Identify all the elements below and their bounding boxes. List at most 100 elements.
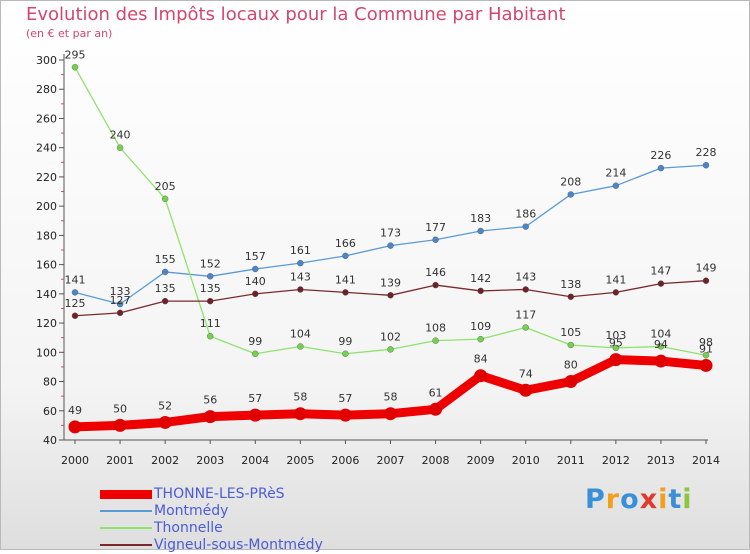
data-label: 57	[248, 392, 262, 405]
data-point	[657, 164, 665, 172]
data-label: 157	[245, 250, 266, 263]
data-label: 109	[470, 320, 491, 333]
logo-letter: o	[620, 484, 640, 515]
data-label: 149	[696, 262, 717, 275]
data-point	[297, 343, 304, 350]
data-point	[113, 418, 127, 432]
data-label: 173	[380, 227, 401, 240]
data-point	[297, 259, 304, 267]
data-label: 58	[293, 391, 307, 404]
y-tick-label: 140	[36, 288, 57, 301]
data-label: 135	[155, 282, 176, 295]
data-label: 147	[650, 265, 671, 278]
data-point	[567, 191, 574, 198]
data-point	[161, 195, 169, 203]
data-point	[657, 280, 665, 287]
data-label: 161	[290, 244, 311, 257]
y-tick-label: 100	[36, 346, 57, 359]
x-tick-label: 2008	[422, 454, 450, 467]
data-label: 91	[699, 342, 713, 355]
data-point	[116, 144, 124, 151]
series-lines	[68, 64, 713, 434]
data-point	[248, 408, 262, 422]
data-label: 104	[650, 327, 671, 340]
data-point	[567, 293, 574, 300]
data-label: 138	[560, 278, 581, 291]
data-point	[68, 420, 82, 434]
x-tick-label: 2011	[557, 454, 585, 467]
legend-label: Vigneul-sous-Montmédy	[154, 537, 323, 553]
data-point	[116, 309, 124, 317]
data-point	[432, 236, 439, 243]
data-label: 94	[654, 338, 668, 351]
data-label: 56	[203, 394, 217, 407]
data-point	[342, 350, 349, 357]
data-point	[387, 242, 394, 249]
data-label: 99	[338, 335, 352, 348]
x-tick-label: 2009	[467, 454, 495, 467]
logo-letter: t	[668, 484, 683, 515]
data-point	[522, 324, 529, 331]
x-tick-label: 2002	[151, 454, 179, 467]
data-label: 58	[384, 391, 398, 404]
legend-swatch	[100, 527, 152, 529]
x-tick-label: 2012	[602, 454, 630, 467]
data-point	[203, 410, 217, 424]
legend-swatch	[100, 510, 152, 512]
data-label: 98	[699, 336, 713, 349]
data-label: 127	[110, 294, 131, 307]
data-label: 61	[429, 386, 443, 399]
data-point	[612, 289, 620, 296]
data-point	[477, 287, 484, 295]
legend-label: THONNE-LES-PRèS	[154, 486, 285, 502]
data-point	[297, 286, 304, 293]
data-label: 141	[65, 273, 86, 286]
data-label: 141	[605, 273, 626, 286]
data-label: 52	[158, 399, 172, 412]
legend-swatch	[100, 544, 152, 546]
data-point	[654, 354, 668, 368]
data-point	[612, 344, 620, 352]
data-label: 140	[245, 275, 266, 288]
x-tick-label: 2006	[331, 454, 359, 467]
x-tick-label: 2001	[106, 454, 134, 467]
data-point	[384, 407, 397, 421]
data-point	[161, 268, 169, 276]
data-point	[158, 415, 172, 429]
data-label: 142	[470, 272, 491, 285]
data-point	[387, 292, 394, 299]
data-label: 50	[113, 402, 127, 415]
data-label: 205	[155, 180, 176, 193]
data-label: 84	[474, 353, 488, 366]
data-point	[116, 300, 124, 308]
data-label: 166	[335, 237, 356, 250]
data-point	[429, 402, 443, 416]
data-label: 99	[248, 335, 262, 348]
legend-swatch	[100, 489, 152, 499]
logo-letter: i	[682, 484, 693, 515]
data-point	[477, 227, 484, 235]
data-point	[474, 369, 488, 383]
data-label: 295	[65, 48, 86, 61]
data-label: 208	[560, 175, 581, 188]
data-point	[657, 343, 665, 350]
data-point	[564, 375, 578, 389]
x-tick-label: 2004	[241, 454, 269, 467]
data-label: 104	[290, 327, 311, 340]
chart-title: Evolution des Impôts locaux pour la Comm…	[26, 4, 566, 25]
data-label: 183	[470, 212, 491, 225]
x-tick-label: 2003	[196, 454, 224, 467]
proxiti-logo: Proxiti	[585, 484, 693, 515]
data-labels: 141 133 155 152 157 161 166 173 177 183 186 208 214 2…	[65, 48, 717, 417]
data-label: 226	[650, 149, 671, 162]
data-point	[702, 277, 710, 284]
y-tick-label: 220	[36, 171, 57, 184]
data-point	[699, 358, 713, 372]
series-line	[74, 66, 707, 356]
logo-letter: x	[639, 484, 659, 515]
data-label: 111	[200, 317, 221, 330]
data-label: 135	[200, 282, 221, 295]
y-tick-label: 80	[43, 376, 57, 389]
data-point	[432, 281, 439, 289]
